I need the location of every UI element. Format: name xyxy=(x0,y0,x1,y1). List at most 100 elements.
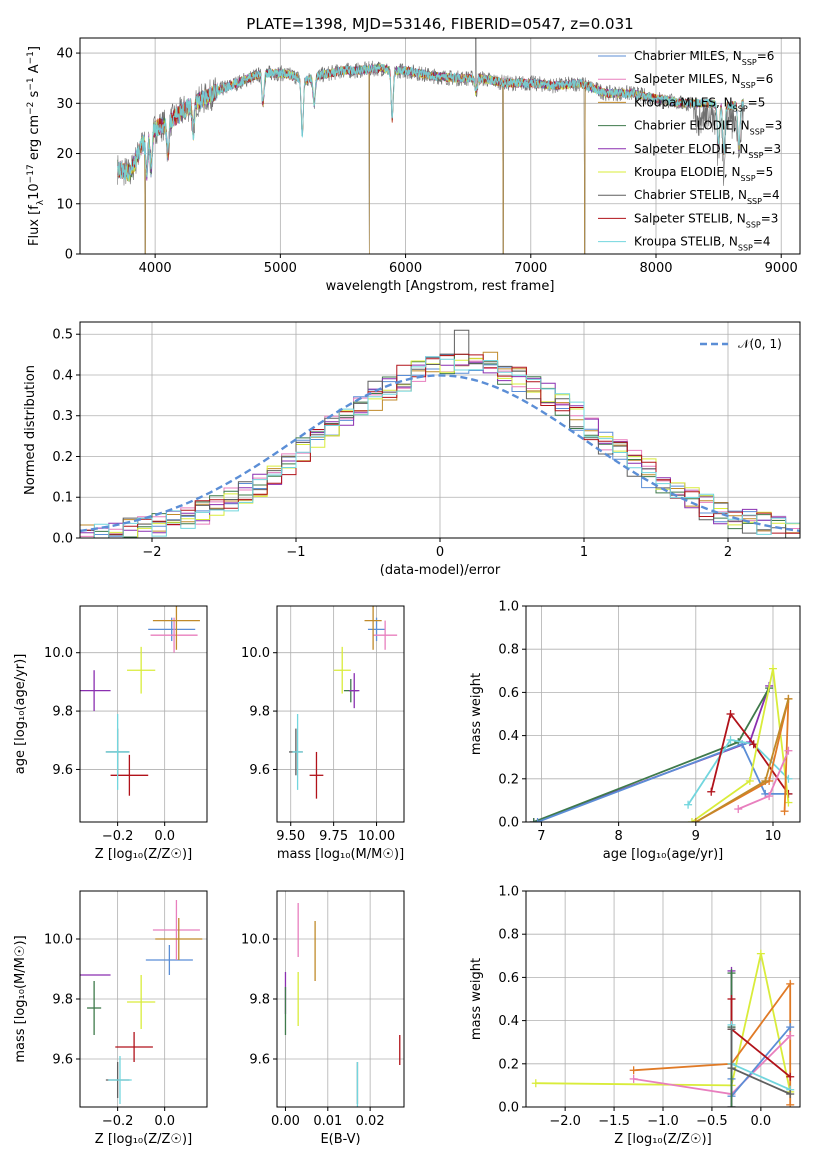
y-tick-label: 0.6 xyxy=(498,686,519,701)
legend-sub: SSP xyxy=(748,150,763,159)
y-tick-label: 0.8 xyxy=(498,643,519,658)
x-tick-label: −0.5 xyxy=(696,1114,728,1129)
normal-curve xyxy=(80,374,800,533)
x-tick-label: 0.01 xyxy=(313,1114,342,1129)
legend-name: Kroupa STELIB, N xyxy=(634,235,738,249)
weight-line-krou_elodie xyxy=(535,953,792,1093)
y-tick-label: 10.0 xyxy=(241,933,270,948)
x-tick-label: 2 xyxy=(724,545,732,560)
y-tick-label: 0.2 xyxy=(498,772,519,787)
legend-sub: SSP xyxy=(741,174,756,183)
x-tick-label: 0.0 xyxy=(154,1114,175,1129)
legend-sub: SSP xyxy=(746,220,761,229)
weight_vs_Z-panel: −2.0 −1.5 −1.0 −0.5 0.0 0.0 0.2 0.4 0.6 0.8 1.0 Z [… xyxy=(469,885,801,1147)
y-tick-label: 1.0 xyxy=(498,885,519,900)
x-tick-label: 10.00 xyxy=(358,829,395,844)
legend-n: =5 xyxy=(748,95,766,109)
legend-label: Kroupa MILES, NSSP=5 xyxy=(634,95,765,113)
x-tick-label: 8 xyxy=(614,829,622,844)
legend-label: Chabrier STELIB, NSSP=4 xyxy=(634,188,780,206)
y-axis-label-part: s xyxy=(27,90,42,101)
x-tick-label: −2.0 xyxy=(549,1114,581,1129)
legend-n: =6 xyxy=(756,72,774,86)
x-axis-label: E(B-V) xyxy=(320,1132,360,1147)
axes-frame xyxy=(79,37,801,255)
x-tick-label: −2 xyxy=(142,545,161,560)
y-tick-label: 10.0 xyxy=(44,646,73,661)
legend-label: Chabrier MILES, NSSP=6 xyxy=(634,49,774,67)
x-tick-label: 9.75 xyxy=(319,829,348,844)
y-tick-label: 0.4 xyxy=(498,729,519,744)
panels: 4000 5000 6000 7000 8000 9000010203040wavelen… xyxy=(13,37,801,1147)
plot-area xyxy=(80,606,200,796)
x-tick-label: 8000 xyxy=(639,261,672,276)
y-tick-label: 0.3 xyxy=(52,409,73,424)
legend-sub: SSP xyxy=(733,104,748,113)
weight-line-chab_miles xyxy=(537,743,789,822)
x-tick-label: 0.00 xyxy=(271,1114,300,1129)
y-tick-label: 20 xyxy=(56,147,73,162)
y-tick-label: 40 xyxy=(56,47,73,62)
x-tick-label: 0.02 xyxy=(356,1114,385,1129)
x-tick-label: −1.5 xyxy=(598,1114,630,1129)
x-axis-label: (data-model)/error xyxy=(380,563,501,578)
y-axis-label: Normed distribution xyxy=(23,365,38,495)
y-axis-label: age [log₁₀(age/yr)] xyxy=(13,654,28,775)
legend-sub: SSP xyxy=(741,81,756,90)
x-tick-label: −0.2 xyxy=(102,1114,134,1129)
x-tick-label: 9 xyxy=(692,829,700,844)
mass_vs_ebv-panel: 0.00 0.01 0.02 9.6 9.8 10.0 E(B-V) xyxy=(241,890,405,1147)
x-axis-label: mass [log₁₀(M/M☉)] xyxy=(277,847,404,862)
y-tick-label: 9.8 xyxy=(52,993,73,1008)
y-axis-label-part: −17 xyxy=(26,164,36,183)
y-tick-label: 0.0 xyxy=(52,532,73,547)
weight-line-orange xyxy=(633,981,792,1105)
x-tick-label: 6000 xyxy=(389,261,422,276)
plot-area xyxy=(284,903,401,1107)
spectrum-line-krou_stelib xyxy=(117,64,744,182)
x-tick-label: 5000 xyxy=(264,261,297,276)
plot-area xyxy=(529,664,793,822)
residuals-panel: −2 −1 0 1 2 0.0 0.1 0.2 0.3 0.4 0.5 (data-model)/er… xyxy=(23,321,801,578)
x-tick-label: 0.0 xyxy=(154,829,175,844)
y-tick-label: 10.0 xyxy=(241,646,270,661)
x-tick-label: 7000 xyxy=(514,261,547,276)
y-axis-label-part: λ xyxy=(36,199,46,205)
y-axis-label-part: ] xyxy=(27,46,42,51)
x-tick-label: 4000 xyxy=(139,261,172,276)
y-axis-label: mass [log₁₀(M/M☉)] xyxy=(13,935,28,1062)
legend-sub: SSP xyxy=(747,197,762,206)
x-tick-label: 9000 xyxy=(765,261,798,276)
y-axis-label-part: erg cm xyxy=(27,115,42,164)
y-tick-label: 0.4 xyxy=(52,368,73,383)
legend-name: Kroupa ELODIE, N xyxy=(634,165,741,179)
x-axis-label: Z [log₁₀(Z/Z☉)] xyxy=(95,1132,192,1147)
x-tick-label: 9.50 xyxy=(276,829,305,844)
y-tick-label: 30 xyxy=(56,97,73,112)
x-axis-label: Z [log₁₀(Z/Z☉)] xyxy=(614,1132,711,1147)
y-tick-label: 9.6 xyxy=(249,1053,270,1068)
y-tick-label: 0.2 xyxy=(52,450,73,465)
y-tick-label: 0.5 xyxy=(52,328,73,343)
y-axis-label: Flux [fλ10−17 erg cm−2 s−1 A−1] xyxy=(26,46,46,246)
legend-name: Salpeter STELIB, N xyxy=(634,211,746,225)
histogram-krou_elodie xyxy=(80,358,800,538)
plot-area xyxy=(289,606,398,799)
y-tick-label: 0.2 xyxy=(498,1057,519,1072)
y-tick-label: 9.6 xyxy=(52,1053,73,1068)
legend-n: =3 xyxy=(765,119,783,133)
y-tick-label: 10.0 xyxy=(44,933,73,948)
y-tick-label: 0 xyxy=(65,248,73,263)
y-tick-label: 9.8 xyxy=(52,705,73,720)
legend-label: Chabrier ELODIE, NSSP=3 xyxy=(634,119,782,137)
legend-label: Kroupa STELIB, NSSP=4 xyxy=(634,235,771,253)
legend-name: Chabrier MILES, N xyxy=(634,49,742,63)
weight_vs_age-panel: 7 8 9 10 0.0 0.2 0.4 0.6 0.8 1.0 age [log₁₀(age/yr… xyxy=(469,600,801,862)
figure-title: PLATE=1398, MJD=53146, FIBERID=0547, z=0… xyxy=(246,15,633,33)
y-tick-label: 9.6 xyxy=(52,763,73,778)
x-axis-label: wavelength [Angstrom, rest frame] xyxy=(326,279,555,294)
legend-n: =6 xyxy=(757,49,775,63)
x-tick-label: −0.2 xyxy=(102,829,134,844)
y-axis-label-part: −2 xyxy=(26,102,36,115)
